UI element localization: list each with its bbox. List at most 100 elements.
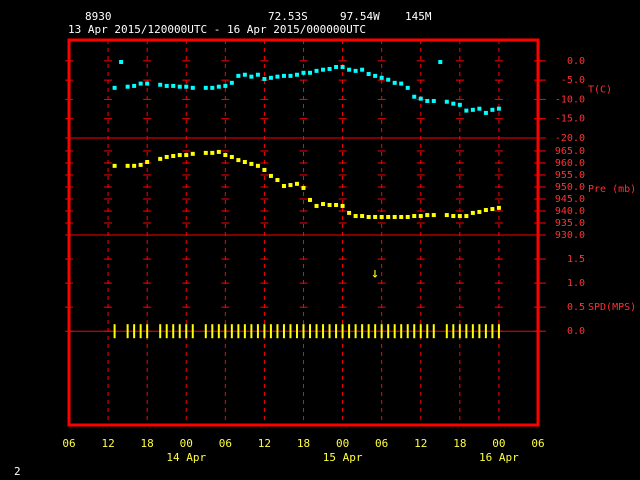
data-point xyxy=(125,163,130,168)
data-point xyxy=(190,151,195,156)
data-point xyxy=(210,85,215,90)
data-point xyxy=(483,110,488,115)
x-tick-label: 00 xyxy=(180,437,193,450)
data-point xyxy=(184,84,189,89)
data-point xyxy=(457,214,462,219)
data-point xyxy=(483,208,488,213)
y-tick-label: 935.0 xyxy=(555,218,585,229)
data-point xyxy=(112,85,117,90)
data-point xyxy=(119,59,124,64)
data-point xyxy=(301,70,306,75)
x-tick-label: 06 xyxy=(375,437,388,450)
data-point xyxy=(321,202,326,207)
data-point xyxy=(158,156,163,161)
data-point xyxy=(444,99,449,104)
data-point xyxy=(431,213,436,218)
y-tick-label: 0.0 xyxy=(567,326,585,337)
data-point xyxy=(412,214,417,219)
frame xyxy=(67,38,540,427)
station-id: 8930 xyxy=(85,10,112,23)
elevation: 145M xyxy=(405,10,432,23)
data-point xyxy=(268,75,273,80)
data-point xyxy=(249,161,254,166)
data-point xyxy=(347,67,352,72)
data-point xyxy=(255,163,260,168)
data-point xyxy=(347,210,352,215)
data-point xyxy=(236,73,241,78)
data-point xyxy=(242,160,247,165)
data-point xyxy=(132,83,137,88)
data-point xyxy=(288,73,293,78)
data-point xyxy=(314,68,319,73)
y-axis-label: SPD(MPS) xyxy=(588,302,636,313)
data-point xyxy=(268,173,273,178)
y-tick-label: 960.0 xyxy=(555,158,585,169)
data-point xyxy=(418,96,423,101)
data-point xyxy=(275,178,280,183)
data-point xyxy=(229,154,234,159)
data-point xyxy=(392,214,397,219)
data-point xyxy=(399,81,404,86)
data-point xyxy=(223,83,228,88)
period: 13 Apr 2015/120000UTC - 16 Apr 2015/0000… xyxy=(68,23,366,36)
data-point xyxy=(145,81,150,86)
data-point xyxy=(327,202,332,207)
data-point xyxy=(373,214,378,219)
y-tick-label: 940.0 xyxy=(555,206,585,217)
data-point xyxy=(366,71,371,76)
data-point xyxy=(470,107,475,112)
data-point xyxy=(451,101,456,106)
x-tick-label: 18 xyxy=(453,437,466,450)
x-tick-label: 18 xyxy=(297,437,310,450)
data-point xyxy=(223,153,228,158)
data-point xyxy=(281,73,286,78)
data-point xyxy=(112,163,117,168)
data-point xyxy=(327,66,332,71)
x-tick-label: 12 xyxy=(414,437,427,450)
data-point xyxy=(360,67,365,72)
data-point xyxy=(171,154,176,159)
data-point xyxy=(249,74,254,79)
data-point xyxy=(379,75,384,80)
y-tick-label: -15.0 xyxy=(555,114,585,125)
longitude: 97.54W xyxy=(340,10,380,23)
x-tick-label: 12 xyxy=(101,437,114,450)
y-tick-label: -5.0 xyxy=(561,75,585,86)
data-point xyxy=(496,205,501,210)
data-point xyxy=(496,106,501,111)
data-point xyxy=(405,214,410,219)
y-tick-label: 0.0 xyxy=(567,56,585,67)
data-point xyxy=(405,85,410,90)
data-point xyxy=(477,106,482,111)
data-point xyxy=(334,202,339,207)
data-point xyxy=(425,213,430,218)
data-point xyxy=(294,72,299,77)
data-point xyxy=(425,98,430,103)
data-point xyxy=(340,65,345,70)
y-tick-label: 950.0 xyxy=(555,182,585,193)
data-point xyxy=(353,68,358,73)
y-tick-label: 930.0 xyxy=(555,230,585,241)
data-point xyxy=(164,83,169,88)
data-point xyxy=(158,82,163,87)
data-point xyxy=(171,83,176,88)
x-tick-label: 00 xyxy=(492,437,505,450)
data-point xyxy=(164,154,169,159)
data-point xyxy=(457,102,462,107)
data-point xyxy=(373,73,378,78)
x-tick-label: 18 xyxy=(141,437,154,450)
date-label: 14 Apr xyxy=(166,451,206,464)
data-point xyxy=(301,185,306,190)
data-point xyxy=(177,84,182,89)
y-tick-label: 1.0 xyxy=(567,278,585,289)
data-point xyxy=(314,203,319,208)
data-point xyxy=(288,183,293,188)
data-point xyxy=(464,214,469,219)
data-point xyxy=(262,167,267,172)
y-tick-label: 965.0 xyxy=(555,146,585,157)
y-tick-label: 945.0 xyxy=(555,194,585,205)
data-point xyxy=(379,214,384,219)
data-point xyxy=(255,72,260,77)
date-label: 15 Apr xyxy=(323,451,363,464)
data-point xyxy=(138,162,143,167)
